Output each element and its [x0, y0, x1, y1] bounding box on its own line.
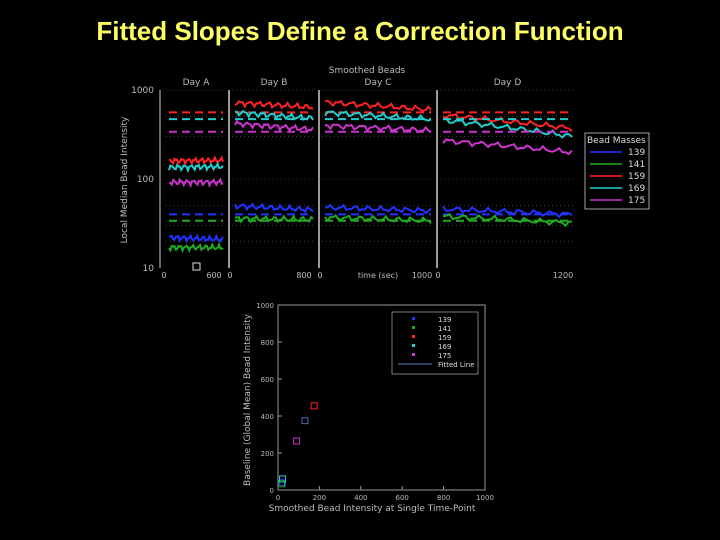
x-tick-label: 600 [396, 494, 409, 502]
y-tick-label: 400 [261, 413, 274, 421]
scatter-point [310, 402, 318, 410]
series-line-159 [442, 113, 573, 132]
scatter-point [279, 475, 287, 483]
x-tick-label: 800 [296, 271, 311, 280]
legend-entry: 159 [628, 172, 645, 182]
y-tick-label: 1000 [256, 302, 274, 310]
chart-title: Smoothed Beads [329, 66, 406, 76]
legend-title: Bead Masses [587, 136, 646, 146]
legend-marker [412, 335, 415, 338]
x-tick-label: 0 [317, 271, 322, 280]
legend-entry: 141 [438, 325, 451, 333]
series-line-139 [168, 233, 224, 244]
x-axis-label: time (sec) [358, 271, 398, 280]
x-tick-label: 200 [313, 494, 326, 502]
series-line-175 [168, 177, 224, 189]
y-tick-label: 100 [137, 175, 154, 185]
series-line-139 [234, 202, 314, 214]
x-tick-label: 0 [435, 271, 440, 280]
scatter-point [293, 437, 301, 445]
legend-entry: 175 [628, 196, 645, 206]
x-tick-label: 600 [206, 271, 221, 280]
x-tick-label: 1000 [476, 494, 494, 502]
series-line-169 [324, 110, 432, 122]
series-line-175 [234, 119, 314, 133]
series-line-139 [324, 203, 432, 215]
y-tick-label: 10 [143, 264, 155, 274]
legend-entry: 139 [628, 148, 645, 158]
legend-entry: 159 [438, 334, 451, 342]
series-line-175 [442, 138, 573, 156]
legend-marker [412, 317, 415, 320]
x-tick-label: 0 [227, 271, 232, 280]
x-tick-label: 0 [276, 494, 280, 502]
legend-marker [412, 326, 415, 329]
y-tick-label: 800 [261, 339, 274, 347]
selected-time-point-marker [192, 262, 201, 271]
panel-title: Day C [365, 78, 392, 88]
slide-title: Fitted Slopes Define a Correction Functi… [96, 16, 624, 46]
legend-entry: Fitted Line [438, 361, 475, 369]
y-axis-label: Baseline (Global Mean) Bead Intensity [243, 313, 253, 486]
series-line-139 [442, 205, 573, 219]
legend-entry: 175 [438, 352, 451, 360]
panel-title: Day B [261, 78, 288, 88]
legend-entry: 139 [438, 316, 451, 324]
x-tick-label: 1200 [553, 271, 573, 280]
y-tick-label: 200 [261, 450, 274, 458]
x-axis-label: Smoothed Bead Intensity at Single Time-P… [269, 504, 476, 514]
scatter-point [301, 417, 309, 425]
x-tick-label: 800 [437, 494, 450, 502]
x-tick-label: 1000 [412, 271, 432, 280]
series-line-159 [324, 99, 432, 112]
legend-marker [412, 344, 415, 347]
series-line-169 [168, 161, 224, 174]
y-axis-label: Local Median Bead Intensity [120, 116, 130, 243]
legend-marker [412, 353, 415, 356]
series-line-141 [168, 241, 224, 254]
panel-title: Day D [494, 78, 522, 88]
legend-box [584, 132, 650, 210]
series-line-159 [168, 154, 224, 167]
x-tick-label: 0 [161, 271, 166, 280]
scatter-point [279, 479, 287, 487]
y-tick-label: 0 [270, 487, 274, 495]
y-tick-label: 600 [261, 376, 274, 384]
scatter-point [278, 480, 286, 488]
series-line-141 [442, 213, 573, 228]
legend-entry: 169 [628, 184, 645, 194]
y-tick-label: 1000 [131, 86, 154, 96]
panel-title: Day A [183, 78, 211, 88]
legend-entry: 169 [438, 343, 451, 351]
x-tick-label: 400 [354, 494, 367, 502]
series-line-175 [324, 123, 432, 133]
legend-entry: 141 [628, 160, 645, 170]
series-line-169 [235, 109, 314, 121]
series-line-159 [234, 100, 314, 110]
